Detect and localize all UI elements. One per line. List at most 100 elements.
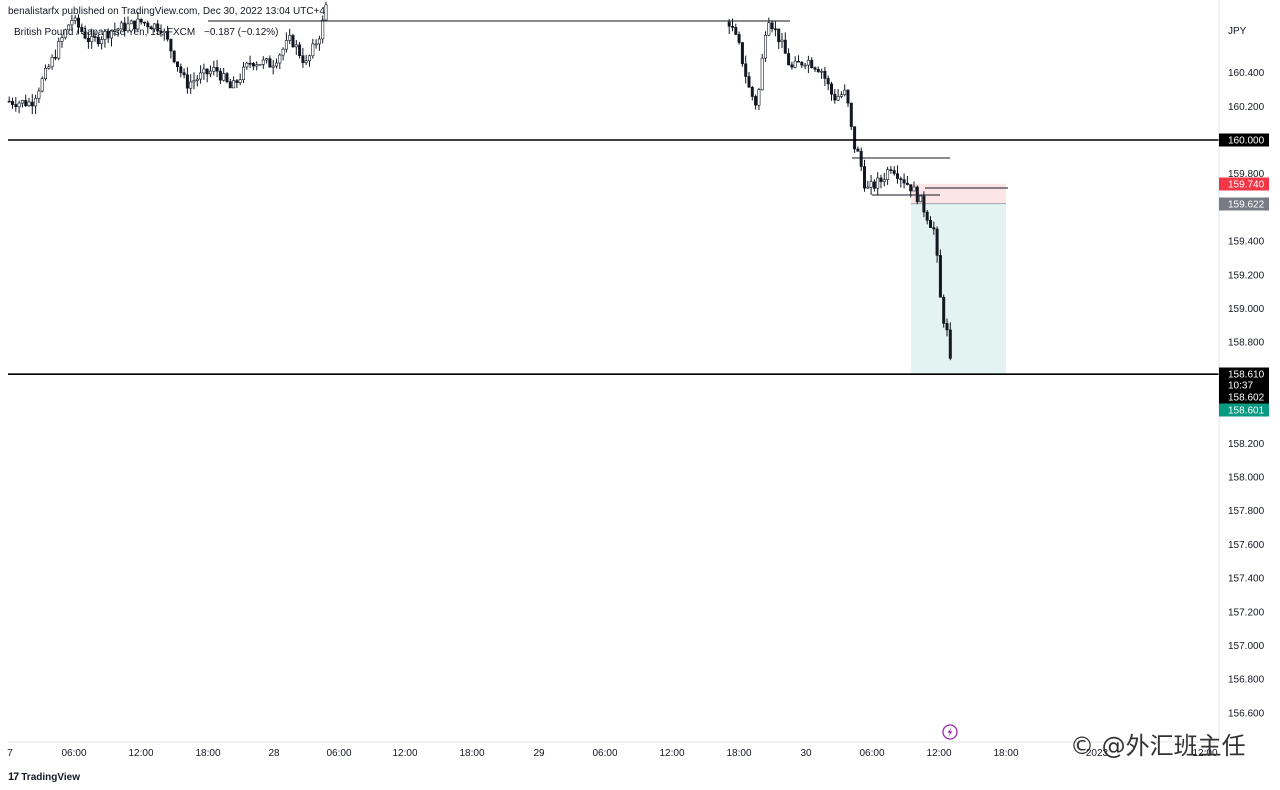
candle-body[interactable] — [730, 25, 734, 28]
price-tag-entry[interactable] — [1219, 197, 1269, 211]
tradingview-logo[interactable]: 17 TradingView — [8, 771, 80, 783]
candle-body[interactable] — [826, 78, 830, 85]
candle-body[interactable] — [281, 48, 285, 56]
candle-body[interactable] — [737, 34, 741, 43]
candle-body[interactable] — [86, 37, 90, 43]
candle-body[interactable] — [829, 83, 833, 95]
candle-body[interactable] — [169, 38, 173, 52]
candle-body[interactable] — [760, 57, 764, 91]
candle-body[interactable] — [136, 18, 140, 30]
candle-body[interactable] — [110, 30, 114, 39]
candle-body[interactable] — [182, 72, 186, 76]
candle-body[interactable] — [245, 62, 249, 68]
candle-body[interactable] — [53, 56, 57, 59]
candle-body[interactable] — [783, 39, 787, 54]
candle-body[interactable] — [40, 78, 44, 92]
candle-body[interactable] — [757, 89, 761, 106]
candle-body[interactable] — [777, 28, 781, 43]
candle-body[interactable] — [218, 70, 222, 81]
candle-body[interactable] — [113, 29, 117, 32]
candle-body[interactable] — [100, 39, 104, 44]
candle-body[interactable] — [925, 211, 929, 221]
candle-body[interactable] — [30, 101, 34, 107]
price-tag-level[interactable] — [1219, 133, 1269, 147]
candle-body[interactable] — [942, 296, 946, 324]
candle-body[interactable] — [152, 23, 156, 30]
candle-body[interactable] — [853, 126, 857, 150]
candle-body[interactable] — [820, 70, 824, 73]
candle-body[interactable] — [271, 65, 275, 68]
candle-body[interactable] — [793, 60, 797, 68]
candle-body[interactable] — [780, 39, 784, 42]
candle-body[interactable] — [27, 101, 31, 106]
candle-body[interactable] — [859, 151, 863, 167]
candle-body[interactable] — [47, 66, 51, 69]
candle-body[interactable] — [156, 23, 160, 32]
candle-body[interactable] — [258, 64, 262, 66]
price-tag-countdown[interactable] — [1219, 378, 1269, 392]
candle-body[interactable] — [909, 184, 913, 192]
candle-body[interactable] — [93, 36, 97, 38]
candle-body[interactable] — [139, 18, 143, 23]
price-tag-stop[interactable] — [1219, 177, 1269, 191]
candle-body[interactable] — [96, 36, 100, 44]
candle-body[interactable] — [37, 90, 41, 99]
candle-body[interactable] — [810, 59, 814, 69]
candle-body[interactable] — [866, 186, 870, 189]
candle-body[interactable] — [215, 67, 219, 72]
candle-body[interactable] — [202, 68, 206, 74]
candle-body[interactable] — [813, 67, 817, 70]
candle-body[interactable] — [790, 64, 794, 68]
candle-body[interactable] — [294, 44, 298, 48]
candle-body[interactable] — [787, 53, 791, 66]
candle-body[interactable] — [833, 93, 837, 101]
candle-body[interactable] — [133, 20, 137, 30]
candle-body[interactable] — [899, 178, 903, 180]
candle-body[interactable] — [268, 58, 272, 68]
candle-body[interactable] — [886, 169, 890, 180]
candle-body[interactable] — [882, 179, 886, 182]
candle-body[interactable] — [106, 31, 110, 39]
candle-body[interactable] — [727, 21, 731, 27]
candle-body[interactable] — [172, 50, 176, 63]
candle-body[interactable] — [20, 100, 24, 104]
candle-body[interactable] — [754, 96, 758, 106]
candle-body[interactable] — [948, 329, 952, 359]
candle-body[interactable] — [945, 323, 949, 331]
candle-body[interactable] — [922, 195, 926, 213]
candle-body[interactable] — [298, 44, 302, 57]
candle-body[interactable] — [750, 87, 754, 97]
candle-body[interactable] — [796, 60, 800, 63]
candle-body[interactable] — [195, 78, 199, 81]
candle-body[interactable] — [70, 20, 74, 26]
candle-body[interactable] — [773, 28, 777, 31]
candle-body[interactable] — [915, 186, 919, 203]
candle-body[interactable] — [324, 4, 328, 21]
candle-body[interactable] — [205, 68, 209, 75]
candle-body[interactable] — [149, 26, 153, 30]
candle-body[interactable] — [892, 170, 896, 174]
candle-body[interactable] — [932, 227, 936, 230]
candle-body[interactable] — [291, 35, 295, 48]
candle-body[interactable] — [73, 17, 77, 21]
candle-body[interactable] — [126, 23, 130, 32]
candle-body[interactable] — [265, 58, 269, 61]
candle-body[interactable] — [317, 38, 321, 45]
candle-body[interactable] — [304, 60, 308, 63]
candle-body[interactable] — [307, 55, 311, 62]
candle-body[interactable] — [255, 64, 259, 67]
candle-body[interactable] — [185, 74, 189, 89]
candle-body[interactable] — [192, 80, 196, 83]
chart-canvas[interactable]: JPY 160.400160.200159.800159.400159.2001… — [0, 0, 1280, 764]
candle-body[interactable] — [242, 66, 246, 80]
candle-body[interactable] — [179, 66, 183, 74]
candle-body[interactable] — [800, 61, 804, 66]
candle-body[interactable] — [103, 31, 107, 40]
candle-body[interactable] — [849, 102, 853, 127]
candle-body[interactable] — [251, 63, 255, 67]
candle-body[interactable] — [895, 173, 899, 179]
candle-body[interactable] — [928, 220, 932, 228]
candle-body[interactable] — [60, 37, 64, 42]
candle-body[interactable] — [143, 21, 147, 24]
price-tag-level[interactable] — [1219, 367, 1269, 381]
